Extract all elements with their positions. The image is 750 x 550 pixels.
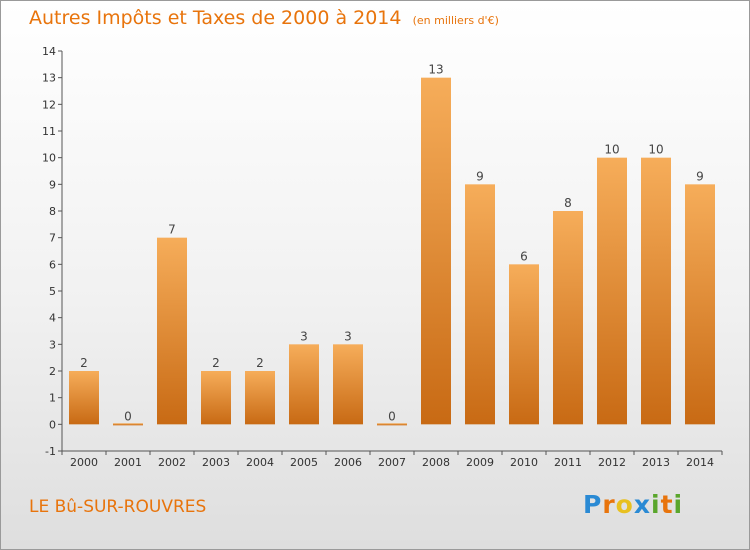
x-tick-label: 2009 bbox=[466, 456, 494, 469]
y-tick-label: 14 bbox=[42, 45, 56, 58]
data-label: 10 bbox=[648, 143, 663, 157]
brand-letter: i bbox=[673, 490, 684, 519]
brand-letter: i bbox=[651, 490, 661, 519]
x-tick-label: 2003 bbox=[202, 456, 230, 469]
x-tick-label: 2001 bbox=[114, 456, 142, 469]
data-label: 3 bbox=[344, 329, 352, 343]
proxiti-logo[interactable]: Proxiti bbox=[583, 490, 683, 519]
x-tick-label: 2005 bbox=[290, 456, 318, 469]
bar-2011 bbox=[553, 211, 583, 425]
chart-bars bbox=[69, 77, 715, 426]
x-tick-label: 2013 bbox=[642, 456, 670, 469]
bar-2001 bbox=[113, 423, 143, 426]
y-tick-label: 10 bbox=[42, 152, 56, 165]
data-label: 8 bbox=[564, 196, 572, 210]
x-tick-label: 2010 bbox=[510, 456, 538, 469]
data-label: 2 bbox=[256, 356, 264, 370]
data-label: 3 bbox=[300, 329, 308, 343]
brand-letter: o bbox=[615, 490, 634, 519]
bar-2004 bbox=[245, 371, 275, 425]
brand-letter: P bbox=[583, 490, 603, 519]
brand-letter: x bbox=[633, 490, 651, 519]
data-label: 10 bbox=[604, 143, 619, 157]
bar-2013 bbox=[641, 157, 671, 425]
y-tick-label: 3 bbox=[49, 338, 56, 351]
bar-2009 bbox=[465, 184, 495, 425]
y-tick-label: 6 bbox=[49, 258, 56, 271]
chart-title: Autres Impôts et Taxes de 2000 à 2014 bbox=[29, 7, 402, 29]
x-tick-label: 2012 bbox=[598, 456, 626, 469]
location-name: LE Bû-SUR-ROUVRES bbox=[29, 497, 207, 517]
bar-2010 bbox=[509, 264, 539, 425]
y-tick-label: 12 bbox=[42, 98, 56, 111]
data-label: 2 bbox=[80, 356, 88, 370]
bar-2014 bbox=[685, 184, 715, 425]
x-tick-label: 2000 bbox=[70, 456, 98, 469]
x-tick-label: 2004 bbox=[246, 456, 274, 469]
y-tick-label: 13 bbox=[42, 72, 56, 85]
bar-2005 bbox=[289, 344, 319, 425]
data-label: 9 bbox=[476, 169, 484, 183]
data-label: 2 bbox=[212, 356, 220, 370]
chart-title-row: Autres Impôts et Taxes de 2000 à 2014 (e… bbox=[29, 7, 499, 29]
y-tick-label: 11 bbox=[42, 125, 56, 138]
y-tick-label: 0 bbox=[49, 418, 56, 431]
data-label: 6 bbox=[520, 249, 528, 263]
y-tick-label: 8 bbox=[49, 205, 56, 218]
y-tick-label: 9 bbox=[49, 178, 56, 191]
chart-subtitle: (en milliers d'€) bbox=[412, 14, 499, 27]
bar-2000 bbox=[69, 371, 99, 425]
brand-letter: r bbox=[602, 490, 616, 519]
x-tick-label: 2014 bbox=[686, 456, 714, 469]
x-tick-label: 2008 bbox=[422, 456, 450, 469]
y-tick-label: 5 bbox=[49, 285, 56, 298]
bar-2002 bbox=[157, 237, 187, 425]
bar-2012 bbox=[597, 157, 627, 425]
bar-2003 bbox=[201, 371, 231, 425]
bar-2008 bbox=[421, 77, 451, 425]
x-tick-label: 2006 bbox=[334, 456, 362, 469]
x-tick-label: 2011 bbox=[554, 456, 582, 469]
data-label: 13 bbox=[428, 63, 443, 77]
chart-data-labels: 2 0 7 2 2 3 3 0 13 9 6 8 10 10 9 bbox=[80, 63, 704, 424]
data-label: 0 bbox=[388, 409, 396, 423]
y-tick-label: 7 bbox=[49, 232, 56, 245]
y-tick-label: 4 bbox=[49, 312, 56, 325]
y-tick-label: -1 bbox=[45, 445, 56, 458]
bar-2006 bbox=[333, 344, 363, 425]
data-label: 0 bbox=[124, 409, 132, 423]
y-tick-label: 2 bbox=[49, 365, 56, 378]
x-tick-label: 2007 bbox=[378, 456, 406, 469]
x-tick-label: 2002 bbox=[158, 456, 186, 469]
data-label: 7 bbox=[168, 223, 176, 237]
brand-letter: t bbox=[660, 490, 674, 519]
bar-2007 bbox=[377, 423, 407, 426]
y-tick-label: 1 bbox=[49, 392, 56, 405]
data-label: 9 bbox=[696, 169, 704, 183]
